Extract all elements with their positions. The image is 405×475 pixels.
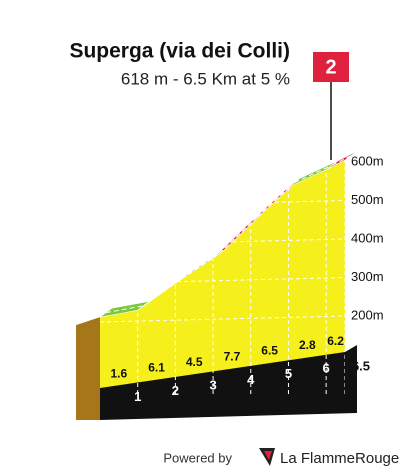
chart-title: Superga (via dei Colli) bbox=[69, 40, 290, 63]
grid-line bbox=[100, 277, 345, 284]
category-badge: 2 bbox=[313, 52, 349, 160]
segment-dash bbox=[105, 305, 144, 314]
footer-brand: La FlammeRouge bbox=[280, 450, 399, 467]
footer-powered: Powered by bbox=[163, 450, 232, 465]
brand-logo-flame bbox=[264, 451, 272, 460]
x-tick-label: 5 bbox=[285, 366, 292, 381]
chart-subtitle: 618 m - 6.5 Km at 5 % bbox=[121, 69, 290, 88]
gradient-label: 1.6 bbox=[111, 366, 128, 380]
x-tick-label: 1 bbox=[134, 389, 141, 404]
gradient-label: 7.7 bbox=[224, 349, 241, 363]
y-tick-label: 500m bbox=[351, 192, 384, 207]
gradient-label: 6.5 bbox=[261, 344, 278, 358]
x-tick-label: 4 bbox=[247, 372, 255, 387]
base-strip bbox=[100, 345, 357, 420]
y-tick-label: 300m bbox=[351, 269, 384, 284]
y-tick-label: 400m bbox=[351, 230, 384, 245]
segment-dash bbox=[331, 155, 352, 166]
x-tick-label: 3 bbox=[209, 377, 216, 392]
x-tick-label: 6 bbox=[323, 361, 330, 376]
grid-line bbox=[100, 161, 345, 169]
x-tick-label: 2 bbox=[172, 383, 179, 398]
grid-line bbox=[100, 315, 345, 323]
side-face bbox=[76, 317, 100, 420]
segment-dash bbox=[218, 216, 258, 255]
segment-dash bbox=[256, 182, 295, 218]
x-tick-label: 6.5 bbox=[352, 358, 370, 373]
y-tick-label: 200m bbox=[351, 307, 384, 322]
gradient-label: 6.1 bbox=[148, 361, 165, 375]
brand-logo bbox=[259, 448, 275, 466]
gradient-label: 2.8 bbox=[299, 338, 316, 352]
y-tick-label: 600m bbox=[351, 153, 384, 168]
gradient-label: 6.2 bbox=[327, 334, 344, 348]
profile: 200m 300m 400m 500m 600m 1 2 3 4 5 6 6.5 1.6 6.1 4.5 7.… bbox=[76, 150, 384, 420]
front-face bbox=[100, 160, 345, 395]
badge-flag bbox=[313, 52, 349, 82]
gradient-label: 4.5 bbox=[186, 355, 203, 369]
segment-dash bbox=[294, 164, 333, 183]
badge-label: 2 bbox=[325, 56, 336, 78]
